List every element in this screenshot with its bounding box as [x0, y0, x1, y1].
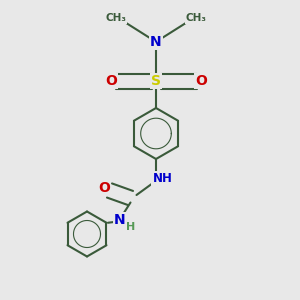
Text: H: H [126, 221, 135, 232]
Text: NH: NH [153, 172, 172, 185]
Text: O: O [105, 74, 117, 88]
Text: N: N [114, 214, 126, 227]
Text: CH₃: CH₃ [186, 13, 207, 23]
Text: N: N [150, 35, 162, 49]
Text: S: S [151, 74, 161, 88]
Text: O: O [98, 181, 110, 194]
Text: O: O [195, 74, 207, 88]
Text: CH₃: CH₃ [105, 13, 126, 23]
